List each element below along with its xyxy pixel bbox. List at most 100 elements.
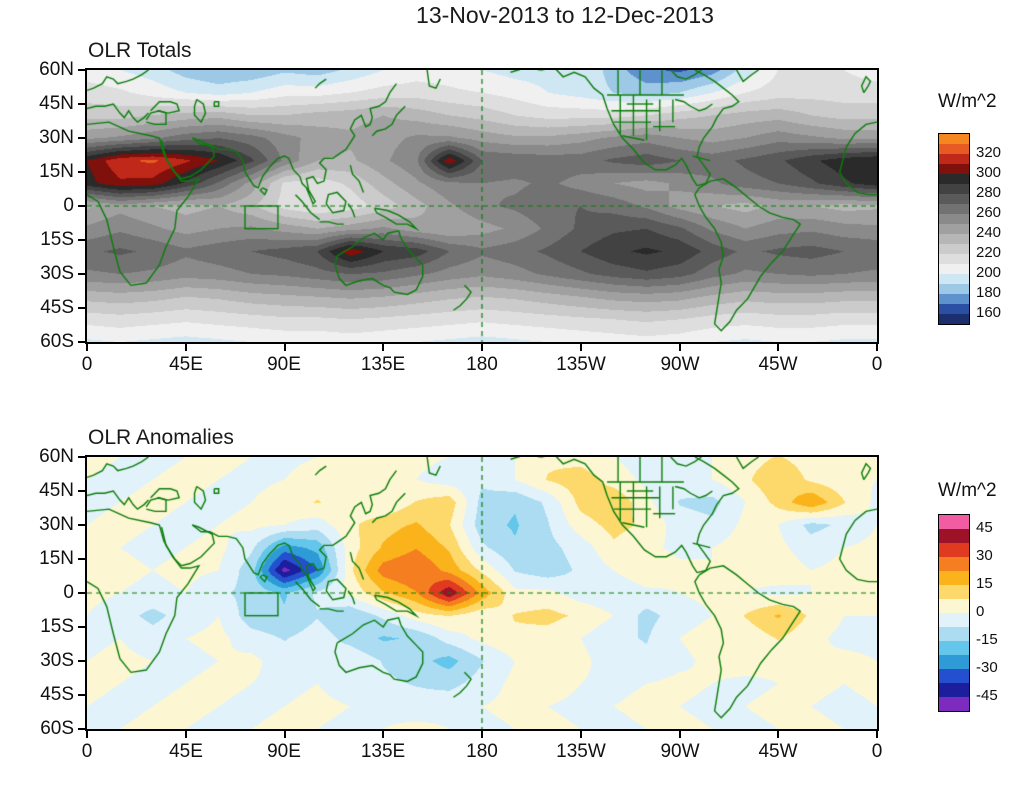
colorbar-tick-label: -30: [976, 659, 998, 676]
colorbar-totals: W/m^2 320 300 280 260 240 220 200 180 160: [938, 45, 1026, 381]
x-tick-label: 0: [81, 741, 93, 762]
colorbar-tick-label: 280: [976, 184, 1002, 201]
y-axis-tick: [78, 728, 85, 730]
colorbar-cell: [939, 244, 969, 254]
colorbar-cell: [939, 234, 969, 244]
x-tick-label: 135E: [360, 741, 406, 762]
y-axis-tick: [78, 524, 85, 526]
colorbar-cell: [939, 669, 969, 683]
x-axis-tick: [777, 731, 779, 738]
x-axis-tick: [86, 344, 88, 351]
y-tick-label: 60S: [40, 331, 74, 352]
y-axis-tick: [78, 273, 85, 275]
x-axis-tick: [481, 731, 483, 738]
x-axis-tick: [580, 731, 582, 738]
panel-olr-anomalies: OLR Anomalies 60N 45N 30N 15N 0 15S 30S …: [0, 426, 1027, 782]
y-tick-label: 45N: [39, 93, 74, 114]
x-axis-tick: [382, 344, 384, 351]
colorbar-cell: [939, 214, 969, 224]
x-axis-tick: [679, 731, 681, 738]
y-tick-label: 0: [63, 582, 74, 603]
colorbar-cells-totals: [938, 133, 970, 325]
page-title: 13-Nov-2013 to 12-Dec-2013: [416, 2, 714, 28]
y-axis-tick: [78, 341, 85, 343]
x-tick-label: 135W: [556, 741, 606, 762]
y-axis-tick: [78, 456, 85, 458]
map-olr-anomalies: [85, 455, 879, 731]
colorbar-tick-label: 300: [976, 164, 1002, 181]
x-tick-label: 0: [871, 741, 883, 762]
x-tick-label: 45W: [758, 354, 798, 375]
colorbar-cell: [939, 264, 969, 274]
colorbar-cell: [939, 613, 969, 627]
x-axis-tick: [284, 731, 286, 738]
y-tick-label: 45S: [40, 684, 74, 705]
colorbar-cell: [939, 683, 969, 697]
x-axis-tick: [777, 344, 779, 351]
y-axis-tick: [78, 307, 85, 309]
colorbar-cell: [939, 154, 969, 164]
colorbar-cell: [939, 294, 969, 304]
colorbar-tick-label: 0: [976, 603, 985, 620]
colorbar-cell: [939, 314, 969, 324]
x-axis-tick: [679, 344, 681, 351]
y-axis-tick: [78, 558, 85, 560]
colorbar-cell: [939, 304, 969, 314]
x-axis-tick: [876, 731, 878, 738]
x-tick-label: 90W: [660, 354, 700, 375]
y-axis-tick-labels-totals: 60N 45N 30N 15N 0 15S 30S 45S 60S: [0, 59, 76, 352]
y-axis-tick: [78, 490, 85, 492]
y-tick-label: 30N: [39, 514, 74, 535]
panel-title-totals: OLR Totals: [88, 39, 192, 62]
y-axis-tick: [78, 171, 85, 173]
colorbar-tick-label: 180: [976, 284, 1002, 301]
y-tick-label: 30S: [40, 263, 74, 284]
colorbar-cell: [939, 585, 969, 599]
colorbar-cell: [939, 529, 969, 543]
map-olr-totals: [85, 68, 879, 344]
colorbar-tick-label: 260: [976, 204, 1002, 221]
colorbar-cell: [939, 557, 969, 571]
colorbar-cell: [939, 543, 969, 557]
colorbar-tick-label: 200: [976, 264, 1002, 281]
colorbar-tick-label: 15: [976, 575, 993, 592]
y-tick-label: 15N: [39, 548, 74, 569]
y-axis-tick: [78, 592, 85, 594]
y-tick-label: 45S: [40, 297, 74, 318]
y-axis-tick: [78, 103, 85, 105]
x-axis-tick: [86, 731, 88, 738]
x-tick-label: 135W: [556, 354, 606, 375]
colorbar-cell: [939, 697, 969, 711]
colorbar-tick-label: 220: [976, 244, 1002, 261]
y-axis-tick: [78, 239, 85, 241]
y-tick-label: 45N: [39, 480, 74, 501]
colorbar-cell: [939, 134, 969, 144]
x-tick-label: 45E: [169, 354, 203, 375]
panel-olr-totals: OLR Totals 60N 45N 30N 15N 0 15S 30S 45S…: [0, 39, 1027, 385]
y-tick-label: 0: [63, 195, 74, 216]
y-axis-tick: [78, 694, 85, 696]
x-axis-tick: [185, 731, 187, 738]
x-tick-label: 180: [466, 354, 498, 375]
x-tick-label: 0: [871, 354, 883, 375]
colorbar-units-label: W/m^2: [938, 480, 997, 501]
colorbar-cell: [939, 515, 969, 529]
x-tick-label: 45W: [758, 741, 798, 762]
x-axis-tick-labels-anomalies: 0 45E 90E 135E 180 135W 90W 45W 0: [82, 741, 883, 765]
colorbar-cell: [939, 224, 969, 234]
y-tick-label: 15S: [40, 616, 74, 637]
colorbar-cell: [939, 627, 969, 641]
colorbar-cell: [939, 274, 969, 284]
colorbar-tick-label: 160: [976, 304, 1002, 321]
x-tick-label: 0: [81, 354, 93, 375]
y-axis-tick: [78, 137, 85, 139]
colorbar-cell: [939, 599, 969, 613]
x-tick-label: 180: [466, 741, 498, 762]
y-axis-tick: [78, 69, 85, 71]
x-tick-label: 90E: [267, 741, 301, 762]
y-tick-label: 60N: [39, 446, 74, 467]
colorbar-cell: [939, 144, 969, 154]
y-axis-tick: [78, 205, 85, 207]
colorbar-anomalies: W/m^2 45 30 15 0 -15 -30 -45: [938, 432, 1026, 768]
